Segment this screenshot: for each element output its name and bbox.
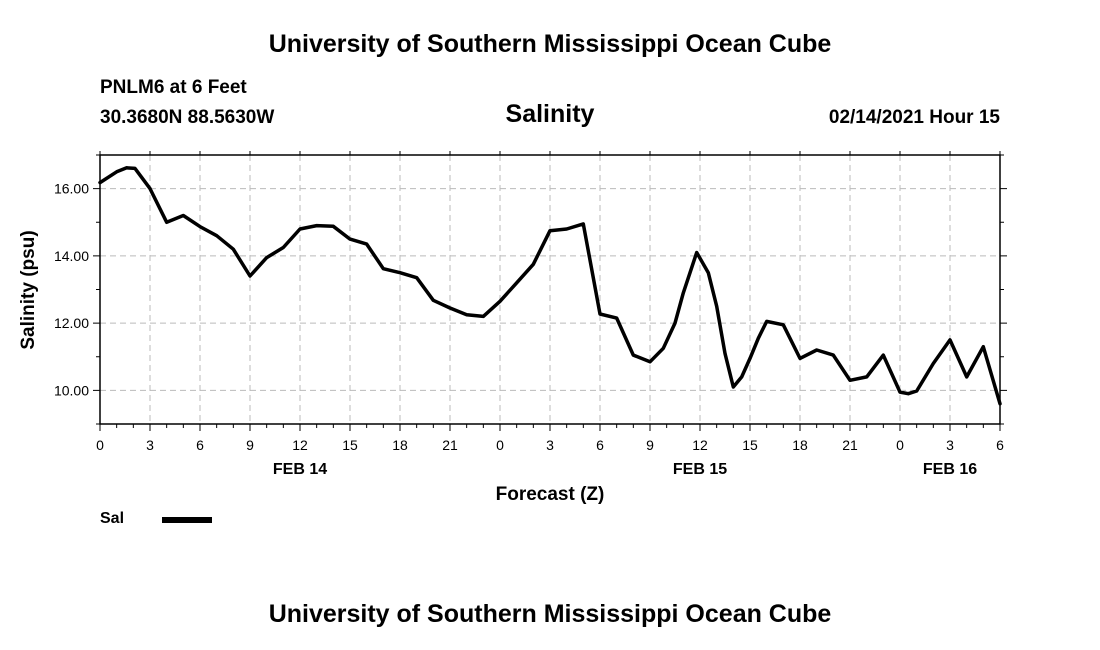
x-tick-label: 9 (646, 437, 654, 453)
x-tick-label: 3 (546, 437, 554, 453)
x-tick-label: 15 (342, 437, 358, 453)
x-tick-label: 0 (896, 437, 904, 453)
x-tick-label: 0 (496, 437, 504, 453)
x-tick-label: 9 (246, 437, 254, 453)
x-date-label: FEB 15 (673, 461, 727, 478)
x-tick-label: 21 (842, 437, 858, 453)
x-tick-label: 0 (96, 437, 104, 453)
x-date-label: FEB 16 (923, 461, 977, 478)
plot-frame (99, 154, 1001, 425)
y-tick-label: 12.00 (54, 315, 89, 331)
x-date-label: FEB 14 (273, 461, 327, 478)
chart-title: Salinity (505, 100, 595, 128)
main-title: University of Southern Mississippi Ocean… (268, 30, 832, 58)
forecast-datetime: 02/14/2021 Hour 15 (828, 107, 1000, 128)
legend-label: Sal (100, 510, 125, 527)
station-coordinates: 30.3680N 88.5630W (100, 107, 275, 128)
x-tick-label: 6 (596, 437, 604, 453)
x-axis-label: Forecast (Z) (496, 484, 605, 505)
x-tick-label: 18 (392, 437, 408, 453)
y-tick-label: 14.00 (54, 248, 89, 264)
footer-title: University of Southern Mississippi Ocean… (268, 600, 832, 628)
grid-lines (100, 155, 1000, 424)
x-tick-label: 18 (792, 437, 808, 453)
axes: 0 3 6 9 12 15 18 21 0 3 6 9 12 15 18 21 0 3 6 FEB 14 FEB 15 F… (54, 151, 1007, 478)
x-tick-label: 15 (742, 437, 758, 453)
x-tick-label: 21 (442, 437, 458, 453)
x-tick-label: 6 (996, 437, 1004, 453)
series-layer (98, 166, 1002, 406)
x-tick-label: 3 (946, 437, 954, 453)
x-tick-label: 12 (692, 437, 708, 453)
y-tick-label: 16.00 (54, 181, 89, 197)
y-tick-label: 10.00 (54, 382, 89, 398)
station-label: PNLM6 at 6 Feet (100, 77, 247, 98)
x-tick-label: 6 (196, 437, 204, 453)
x-tick-label: 3 (146, 437, 154, 453)
x-tick-label: 12 (292, 437, 308, 453)
series-line-sal (98, 166, 1002, 406)
y-axis-label: Salinity (psu) (18, 230, 39, 349)
legend-swatch (162, 517, 212, 523)
